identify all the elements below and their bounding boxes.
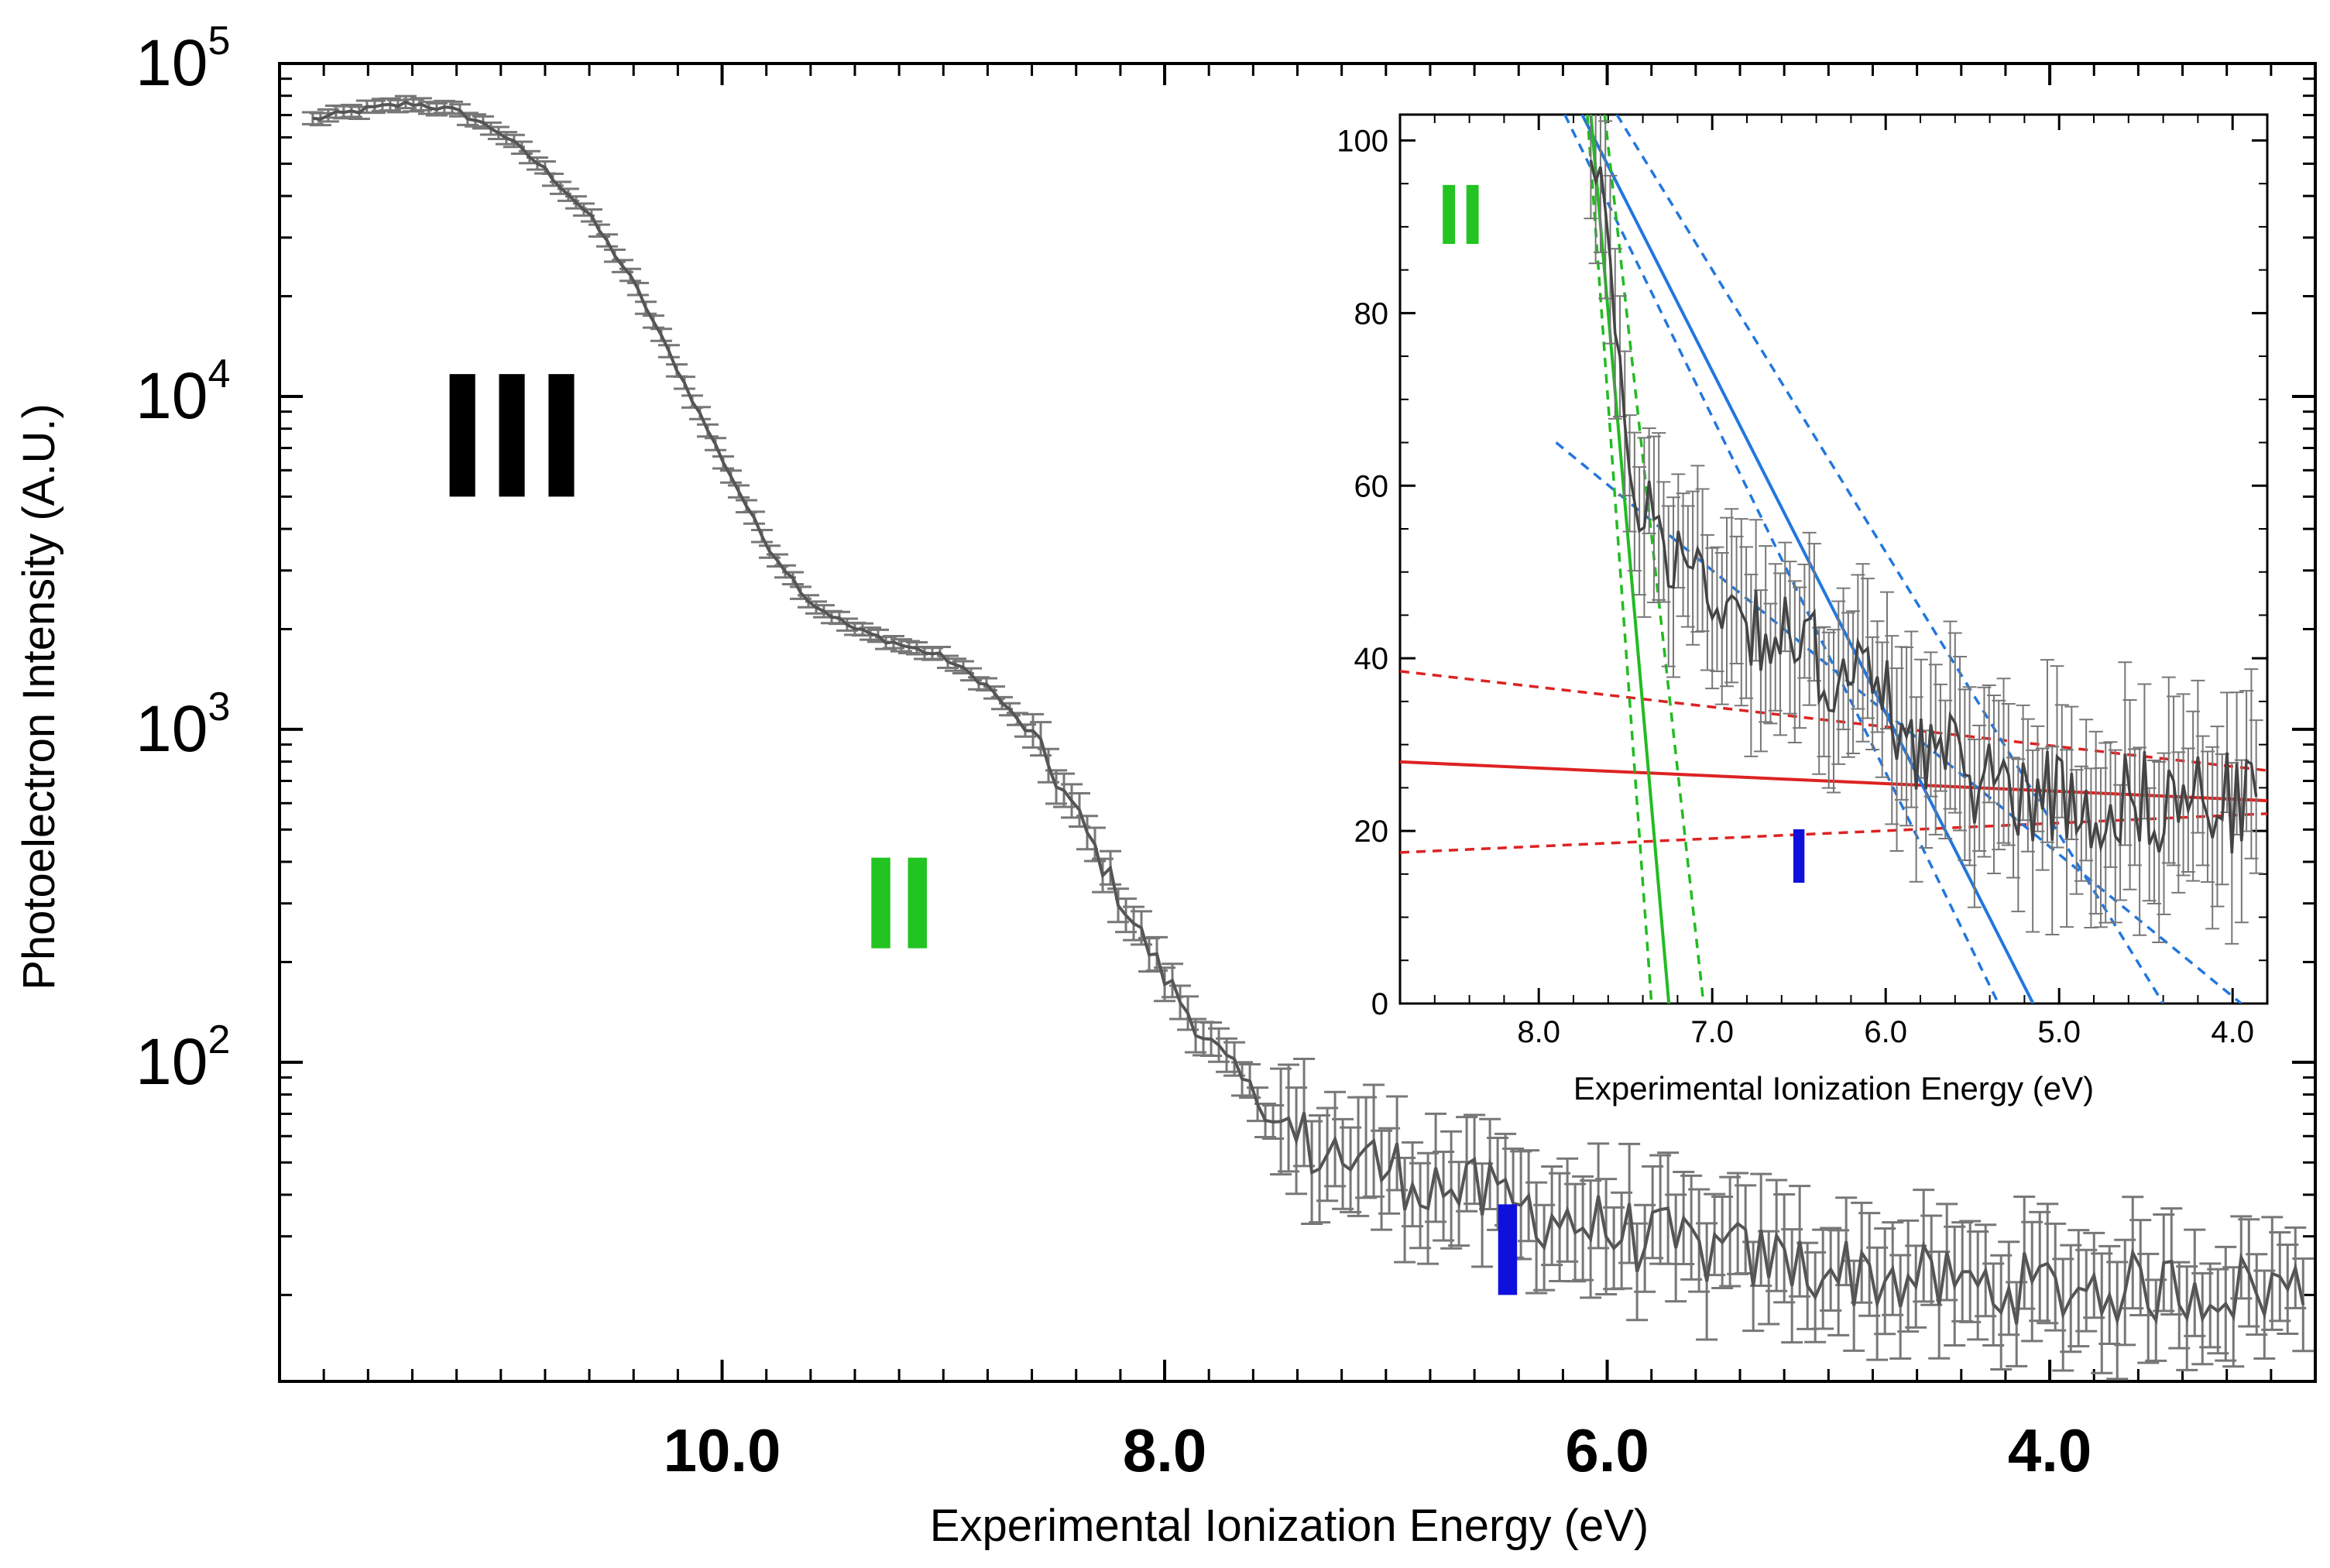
inset-x-tick-label: 6.0 xyxy=(1864,1015,1907,1049)
inset-x-tick-label: 5.0 xyxy=(2037,1015,2081,1049)
main-errorbars xyxy=(301,94,2315,1381)
main-y-tick-label: 104 xyxy=(136,352,230,432)
inset-region-label: I xyxy=(1788,813,1810,900)
main-series xyxy=(312,100,2305,1326)
main-y-tick-label: 105 xyxy=(136,19,230,99)
main-x-tick-label: 4.0 xyxy=(2008,1416,2092,1484)
main-ylabel: Photoelectron Intensity (A.U.) xyxy=(14,403,64,990)
main-y-tick-label: 103 xyxy=(136,684,230,765)
inset-minor-ticks xyxy=(1399,115,2268,1004)
inset-series xyxy=(1589,160,2258,854)
main-series-line xyxy=(312,100,2305,1326)
inset-fit-line xyxy=(1563,115,2000,1004)
main-xlabel: Experimental Ionization Energy (eV) xyxy=(930,1501,1649,1551)
inset-x-tick-label: 7.0 xyxy=(1690,1015,1734,1049)
inset-annotations: III xyxy=(1437,167,1810,900)
main-minor-ticks xyxy=(280,63,2315,1381)
inset-fit-line xyxy=(1580,115,2035,1004)
main-region-label: III xyxy=(438,335,586,534)
main-ticks: 10.0 8.0 6.0 4.0 102 103 104 105 xyxy=(136,19,2315,1484)
main-y-tick-label: 102 xyxy=(136,1017,230,1098)
inset-series-line xyxy=(1589,160,2258,854)
inset-xlabel: Experimental Ionization Energy (eV) xyxy=(1573,1070,2094,1107)
inset-y-tick-label: 80 xyxy=(1354,297,1389,331)
inset-fit-line xyxy=(1589,115,1671,1004)
inset-ticks: 8.0 7.0 6.0 5.0 4.0 0 20 40 60 80 100 xyxy=(1337,115,2267,1049)
main-region-label: II xyxy=(863,830,935,977)
inset-y-tick-label: 100 xyxy=(1337,124,1388,158)
inset-y-tick-label: 20 xyxy=(1354,815,1389,849)
main-region-label: I xyxy=(1489,1176,1525,1323)
inset-x-tick-label: 4.0 xyxy=(2211,1015,2254,1049)
inset-y-tick-label: 0 xyxy=(1371,987,1388,1021)
inset-fit-line xyxy=(1615,115,2165,1004)
inset-fit-line xyxy=(1555,441,2242,1004)
main-x-tick-label: 6.0 xyxy=(1565,1416,1649,1484)
inset-y-tick-label: 40 xyxy=(1354,642,1389,676)
main-x-tick-label: 8.0 xyxy=(1123,1416,1206,1484)
main-x-tick-label: 10.0 xyxy=(664,1416,781,1484)
inset-plot-frame xyxy=(1398,113,2269,1005)
inset-region-label: II xyxy=(1437,167,1484,262)
inset-y-tick-label: 60 xyxy=(1354,469,1389,503)
inset-x-tick-label: 8.0 xyxy=(1517,1015,1560,1049)
